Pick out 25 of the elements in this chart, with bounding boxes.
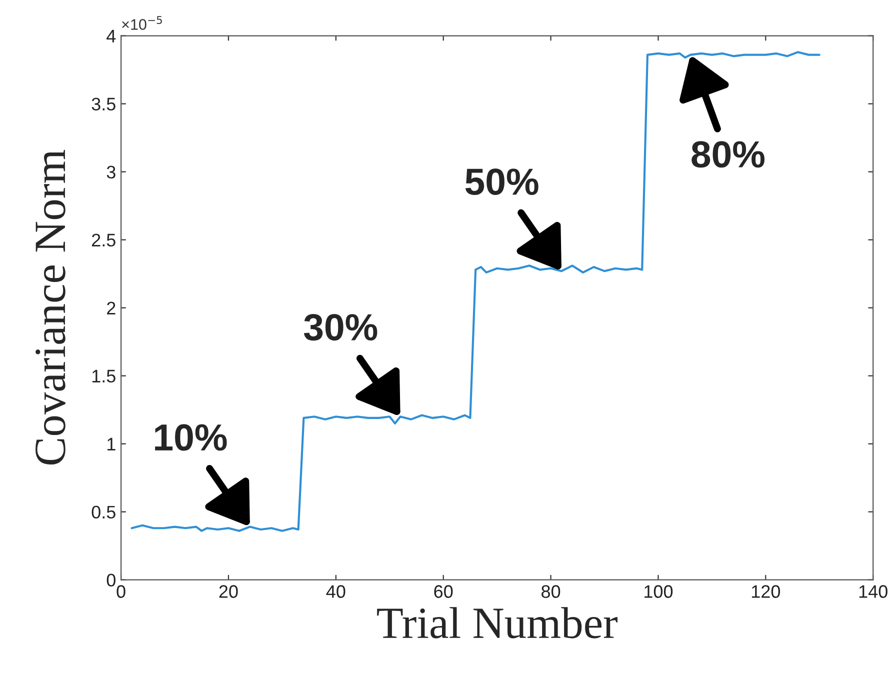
x-tick-label: 140	[859, 585, 888, 598]
y-tick-label: 2.5	[92, 234, 116, 247]
x-axis-title: Trial Number	[377, 607, 618, 638]
annotation: 30%	[304, 314, 378, 341]
x-tick-label: 20	[219, 585, 238, 598]
x-tick-label: 60	[434, 585, 453, 598]
x-tick-label: 0	[116, 585, 126, 598]
x-tick-label: 40	[326, 585, 346, 598]
annotation: 10%	[155, 424, 227, 451]
x-tick-label: 80	[542, 585, 560, 598]
y-tick-label: 0.5	[92, 506, 116, 519]
text: ×10$^{−5}$	[122, 16, 162, 30]
y-tick-label: 1	[108, 438, 116, 450]
x-tick-label: 100	[644, 585, 673, 598]
x-tick-label: 120	[752, 585, 780, 598]
y-tick-label: 3	[106, 166, 116, 179]
y-tick-label: 3.5	[92, 98, 116, 110]
y-tick-label: 0	[106, 574, 116, 587]
y-axis-title: Covariance Norm	[36, 150, 66, 465]
y-tick-label: 2	[107, 302, 116, 314]
annotation: 50%	[465, 168, 538, 196]
y-tick-label: 4	[106, 30, 116, 42]
y-tick-label: 1.5	[92, 370, 116, 383]
line-series	[130, 51, 820, 532]
annotation: 80%	[692, 141, 764, 168]
